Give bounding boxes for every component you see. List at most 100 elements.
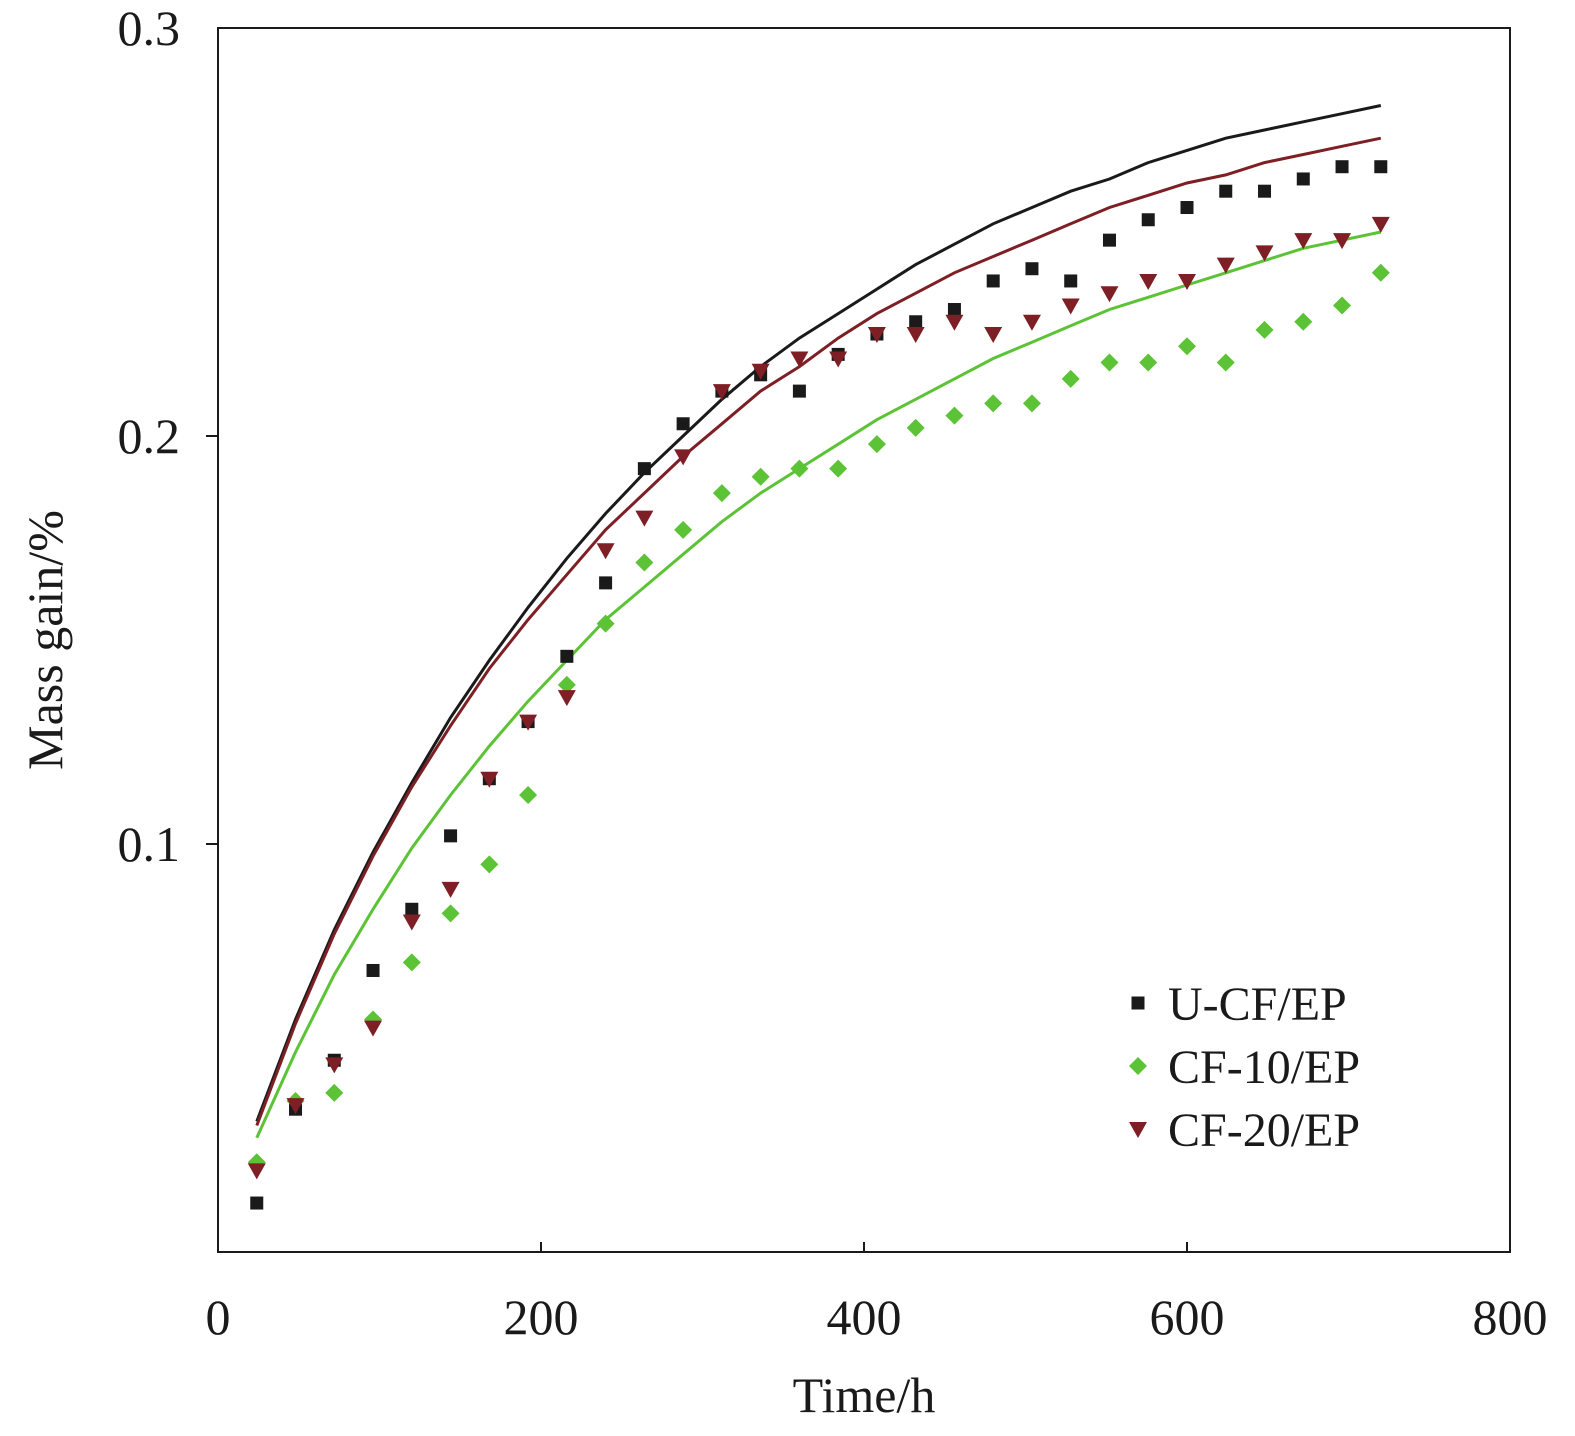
data-point-u-cf-ep <box>676 417 690 431</box>
data-point-cf-20-ep <box>325 1057 344 1074</box>
x-axis-ticks: 0 200 400 600 800 <box>206 1242 1548 1345</box>
data-point-cf-20-ep <box>674 449 693 466</box>
data-point-cf-10-ep <box>1255 320 1274 339</box>
data-point-cf-20-ep <box>247 1163 266 1180</box>
data-point-u-cf-ep <box>1141 213 1155 227</box>
data-point-cf-20-ep <box>519 714 538 731</box>
data-point-cf-10-ep <box>1139 353 1158 372</box>
data-point-u-cf-ep <box>405 902 419 916</box>
data-point-u-cf-ep <box>1102 233 1116 247</box>
data-point-cf-20-ep <box>635 510 654 527</box>
data-point-cf-10-ep <box>1100 353 1119 372</box>
data-point-cf-20-ep <box>1178 273 1196 290</box>
data-point-cf-10-ep <box>1294 312 1313 331</box>
data-point-u-cf-ep <box>560 649 574 663</box>
data-point-cf-10-ep <box>1216 353 1235 372</box>
data-point-u-cf-ep <box>250 1196 264 1210</box>
data-point-cf-10-ep <box>1022 394 1041 413</box>
data-point-cf-20-ep <box>829 351 848 368</box>
data-point-cf-10-ep <box>596 614 615 633</box>
data-point-cf-10-ep <box>790 459 809 478</box>
legend-label: CF-10/EP <box>1168 1041 1360 1094</box>
x-tick-label: 600 <box>1150 1289 1225 1345</box>
fit-line-u-cf-ep <box>255 104 1382 1122</box>
legend-label: U-CF/EP <box>1168 978 1347 1031</box>
data-point-cf-20-ep <box>1061 298 1080 315</box>
data-point-cf-20-ep <box>1022 314 1041 331</box>
legend-label: CF-20/EP <box>1168 1104 1360 1157</box>
legend-marker <box>1131 996 1145 1010</box>
data-point-u-cf-ep <box>599 576 613 590</box>
data-point-cf-20-ep <box>402 914 421 931</box>
data-point-u-cf-ep <box>1025 262 1039 276</box>
data-point-u-cf-ep <box>444 829 458 843</box>
data-point-cf-20-ep <box>1333 233 1352 250</box>
data-point-cf-20-ep <box>1216 257 1235 274</box>
data-point-cf-10-ep <box>829 459 848 478</box>
data-point-cf-20-ep <box>557 690 576 707</box>
data-point-cf-10-ep <box>519 786 538 805</box>
data-point-u-cf-ep <box>909 315 923 329</box>
legend: U-CF/EP CF-10/EP CF-20/EP <box>1129 978 1360 1157</box>
data-point-cf-20-ep <box>596 543 615 560</box>
data-point-cf-20-ep <box>1255 245 1274 262</box>
x-tick-label: 800 <box>1473 1289 1548 1345</box>
data-point-cf-20-ep <box>1371 216 1390 233</box>
x-tick-label: 200 <box>504 1289 579 1345</box>
data-point-u-cf-ep <box>947 303 961 317</box>
x-axis-title: Time/h <box>793 1367 936 1423</box>
data-point-cf-20-ep <box>712 384 731 401</box>
y-axis-title: Mass gain/% <box>17 510 73 770</box>
data-point-cf-10-ep <box>1178 337 1196 356</box>
y-tick-label: 0.1 <box>118 816 181 872</box>
fit-line-cf-20-ep <box>255 136 1382 1127</box>
data-point-u-cf-ep <box>986 274 1000 288</box>
data-point-cf-20-ep <box>790 351 809 368</box>
data-point-cf-20-ep <box>1100 286 1119 303</box>
data-point-cf-10-ep <box>867 435 886 454</box>
data-point-cf-10-ep <box>325 1083 344 1102</box>
x-tick-label: 400 <box>827 1289 902 1345</box>
data-point-cf-10-ep <box>480 855 499 874</box>
data-point-cf-10-ep <box>1371 263 1390 282</box>
data-point-u-cf-ep <box>1180 201 1194 215</box>
data-point-u-cf-ep <box>1219 184 1233 198</box>
data-point-cf-10-ep <box>1333 296 1352 315</box>
data-point-cf-10-ep <box>635 553 654 572</box>
data-point-cf-10-ep <box>1061 369 1080 388</box>
data-point-u-cf-ep <box>1335 160 1349 174</box>
data-point-u-cf-ep <box>1064 274 1078 288</box>
data-point-cf-10-ep <box>984 394 1003 413</box>
data-point-cf-10-ep <box>751 467 770 486</box>
data-point-cf-20-ep <box>286 1098 305 1115</box>
data-point-cf-20-ep <box>867 327 886 343</box>
data-point-u-cf-ep <box>637 462 651 476</box>
legend-marker <box>1129 1057 1147 1075</box>
y-tick-label: 0.2 <box>118 408 181 464</box>
data-point-cf-20-ep <box>1139 273 1158 290</box>
data-point-cf-20-ep <box>364 1020 383 1037</box>
data-point-cf-20-ep <box>1294 233 1313 250</box>
data-point-cf-20-ep <box>945 314 964 331</box>
x-tick-label: 0 <box>206 1289 231 1345</box>
data-point-cf-10-ep <box>557 675 576 694</box>
data-point-cf-10-ep <box>441 904 460 923</box>
data-point-cf-10-ep <box>906 418 925 437</box>
data-point-u-cf-ep <box>366 963 380 977</box>
y-axis-ticks: 0.1 0.2 0.3 <box>118 0 218 872</box>
data-point-cf-10-ep <box>945 406 964 425</box>
data-point-u-cf-ep <box>1296 172 1310 186</box>
data-points <box>247 160 1390 1210</box>
data-point-u-cf-ep <box>1374 160 1388 174</box>
data-point-cf-20-ep <box>751 363 770 380</box>
data-point-cf-10-ep <box>402 953 421 972</box>
data-point-cf-20-ep <box>480 771 499 788</box>
data-point-cf-20-ep <box>984 327 1003 343</box>
data-point-cf-10-ep <box>712 484 731 503</box>
legend-marker <box>1129 1122 1147 1138</box>
data-point-cf-20-ep <box>906 327 925 343</box>
y-tick-label: 0.3 <box>118 0 181 56</box>
data-point-cf-20-ep <box>441 881 460 898</box>
